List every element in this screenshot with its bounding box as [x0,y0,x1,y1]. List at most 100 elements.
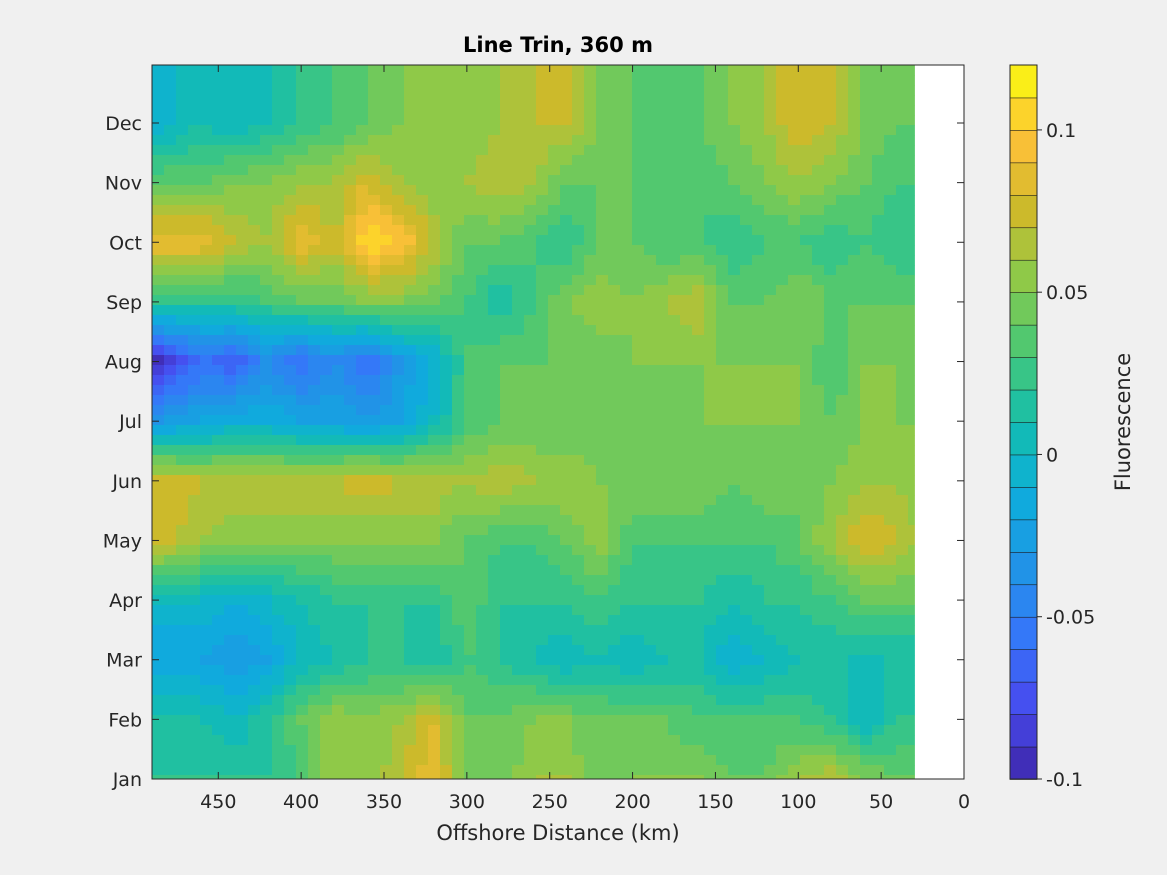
heatmap-cell [824,735,837,746]
heatmap-cell [764,255,777,266]
heatmap-cell [788,265,801,276]
heatmap-cell [536,285,549,296]
heatmap-cell [224,145,237,156]
heatmap-cell [800,505,813,516]
heatmap-cell [704,125,717,136]
heatmap-cell [392,315,405,326]
heatmap-cell [620,175,633,186]
heatmap-cell [308,385,321,396]
heatmap-cell [296,625,309,636]
heatmap-cell [752,155,765,166]
heatmap-cell [704,265,717,276]
heatmap-cell [620,315,633,326]
heatmap-cell [392,635,405,646]
heatmap-cell [764,75,777,86]
heatmap-cell [884,445,897,456]
heatmap-cell [368,215,381,226]
heatmap-cell [692,365,705,376]
heatmap-cell [380,325,393,336]
heatmap-cell [488,605,501,616]
heatmap-cell [908,375,915,386]
heatmap-cell [512,85,525,96]
heatmap-cell [320,505,333,516]
heatmap-cell [908,415,915,426]
heatmap-cell [812,415,825,426]
heatmap-cell [584,475,597,486]
heatmap-cell [344,285,357,296]
heatmap-cell [212,425,225,436]
heatmap-cell [524,705,537,716]
heatmap-cell [896,95,909,106]
heatmap-cell [884,95,897,106]
heatmap-cell [416,745,429,756]
heatmap-cell [416,565,429,576]
heatmap-cell [548,585,561,596]
heatmap-cell [668,525,681,536]
heatmap-cell [704,215,717,226]
heatmap-cell [416,345,429,356]
heatmap-cell [788,345,801,356]
heatmap-cell [272,375,285,386]
heatmap-cell [344,325,357,336]
heatmap-cell [764,595,777,606]
heatmap-cell [800,295,813,306]
heatmap-cell [428,535,441,546]
heatmap-cell [668,675,681,686]
heatmap-cell [860,575,873,586]
heatmap-cell [548,435,561,446]
heatmap-cell [812,755,825,766]
heatmap-cell [716,405,729,416]
heatmap-cell [896,195,909,206]
heatmap-cell [416,545,429,556]
heatmap-cell [272,585,285,596]
heatmap-cell [716,775,729,779]
heatmap-cell [452,155,465,166]
heatmap-cell [476,715,489,726]
heatmap-cell [320,415,333,426]
heatmap-cell [812,275,825,286]
colorbar-band [1009,389,1038,423]
heatmap-cell [488,695,501,706]
heatmap-cell [572,285,585,296]
heatmap-cell [704,275,717,286]
heatmap-cell [236,665,249,676]
heatmap-cell [848,405,861,416]
heatmap-cell [848,135,861,146]
heatmap-cell [824,375,837,386]
heatmap-cell [356,715,369,726]
heatmap-cell [500,515,513,526]
heatmap-cell [548,685,561,696]
heatmap-cell [212,205,225,216]
heatmap-cell [860,755,873,766]
heatmap-cell [584,435,597,446]
heatmap-cell [332,65,345,76]
heatmap-cell [152,375,165,386]
heatmap-cell [416,475,429,486]
heatmap-cell [164,515,177,526]
heatmap-cell [776,505,789,516]
heatmap-cell [380,705,393,716]
heatmap-cell [896,165,909,176]
heatmap-cell [452,115,465,126]
heatmap-cell [608,255,621,266]
colorbar-band [1009,648,1038,683]
heatmap-cell [440,355,453,366]
heatmap-cell [488,125,501,136]
heatmap-cell [464,365,477,376]
heatmap-cell [344,275,357,286]
heatmap-cell [896,325,909,336]
heatmap-cell [680,315,693,326]
heatmap-cell [284,85,297,96]
heatmap-cell [596,85,609,96]
heatmap-cell [752,145,765,156]
heatmap-cell [512,255,525,266]
heatmap-cell [380,195,393,206]
heatmap-cell [416,335,429,346]
heatmap-cell [668,725,681,736]
heatmap-cell [404,335,417,346]
heatmap-cell [632,735,645,746]
heatmap-cell [332,125,345,136]
heatmap-cell [320,155,333,166]
heatmap-cell [284,415,297,426]
heatmap-cell [272,765,285,776]
